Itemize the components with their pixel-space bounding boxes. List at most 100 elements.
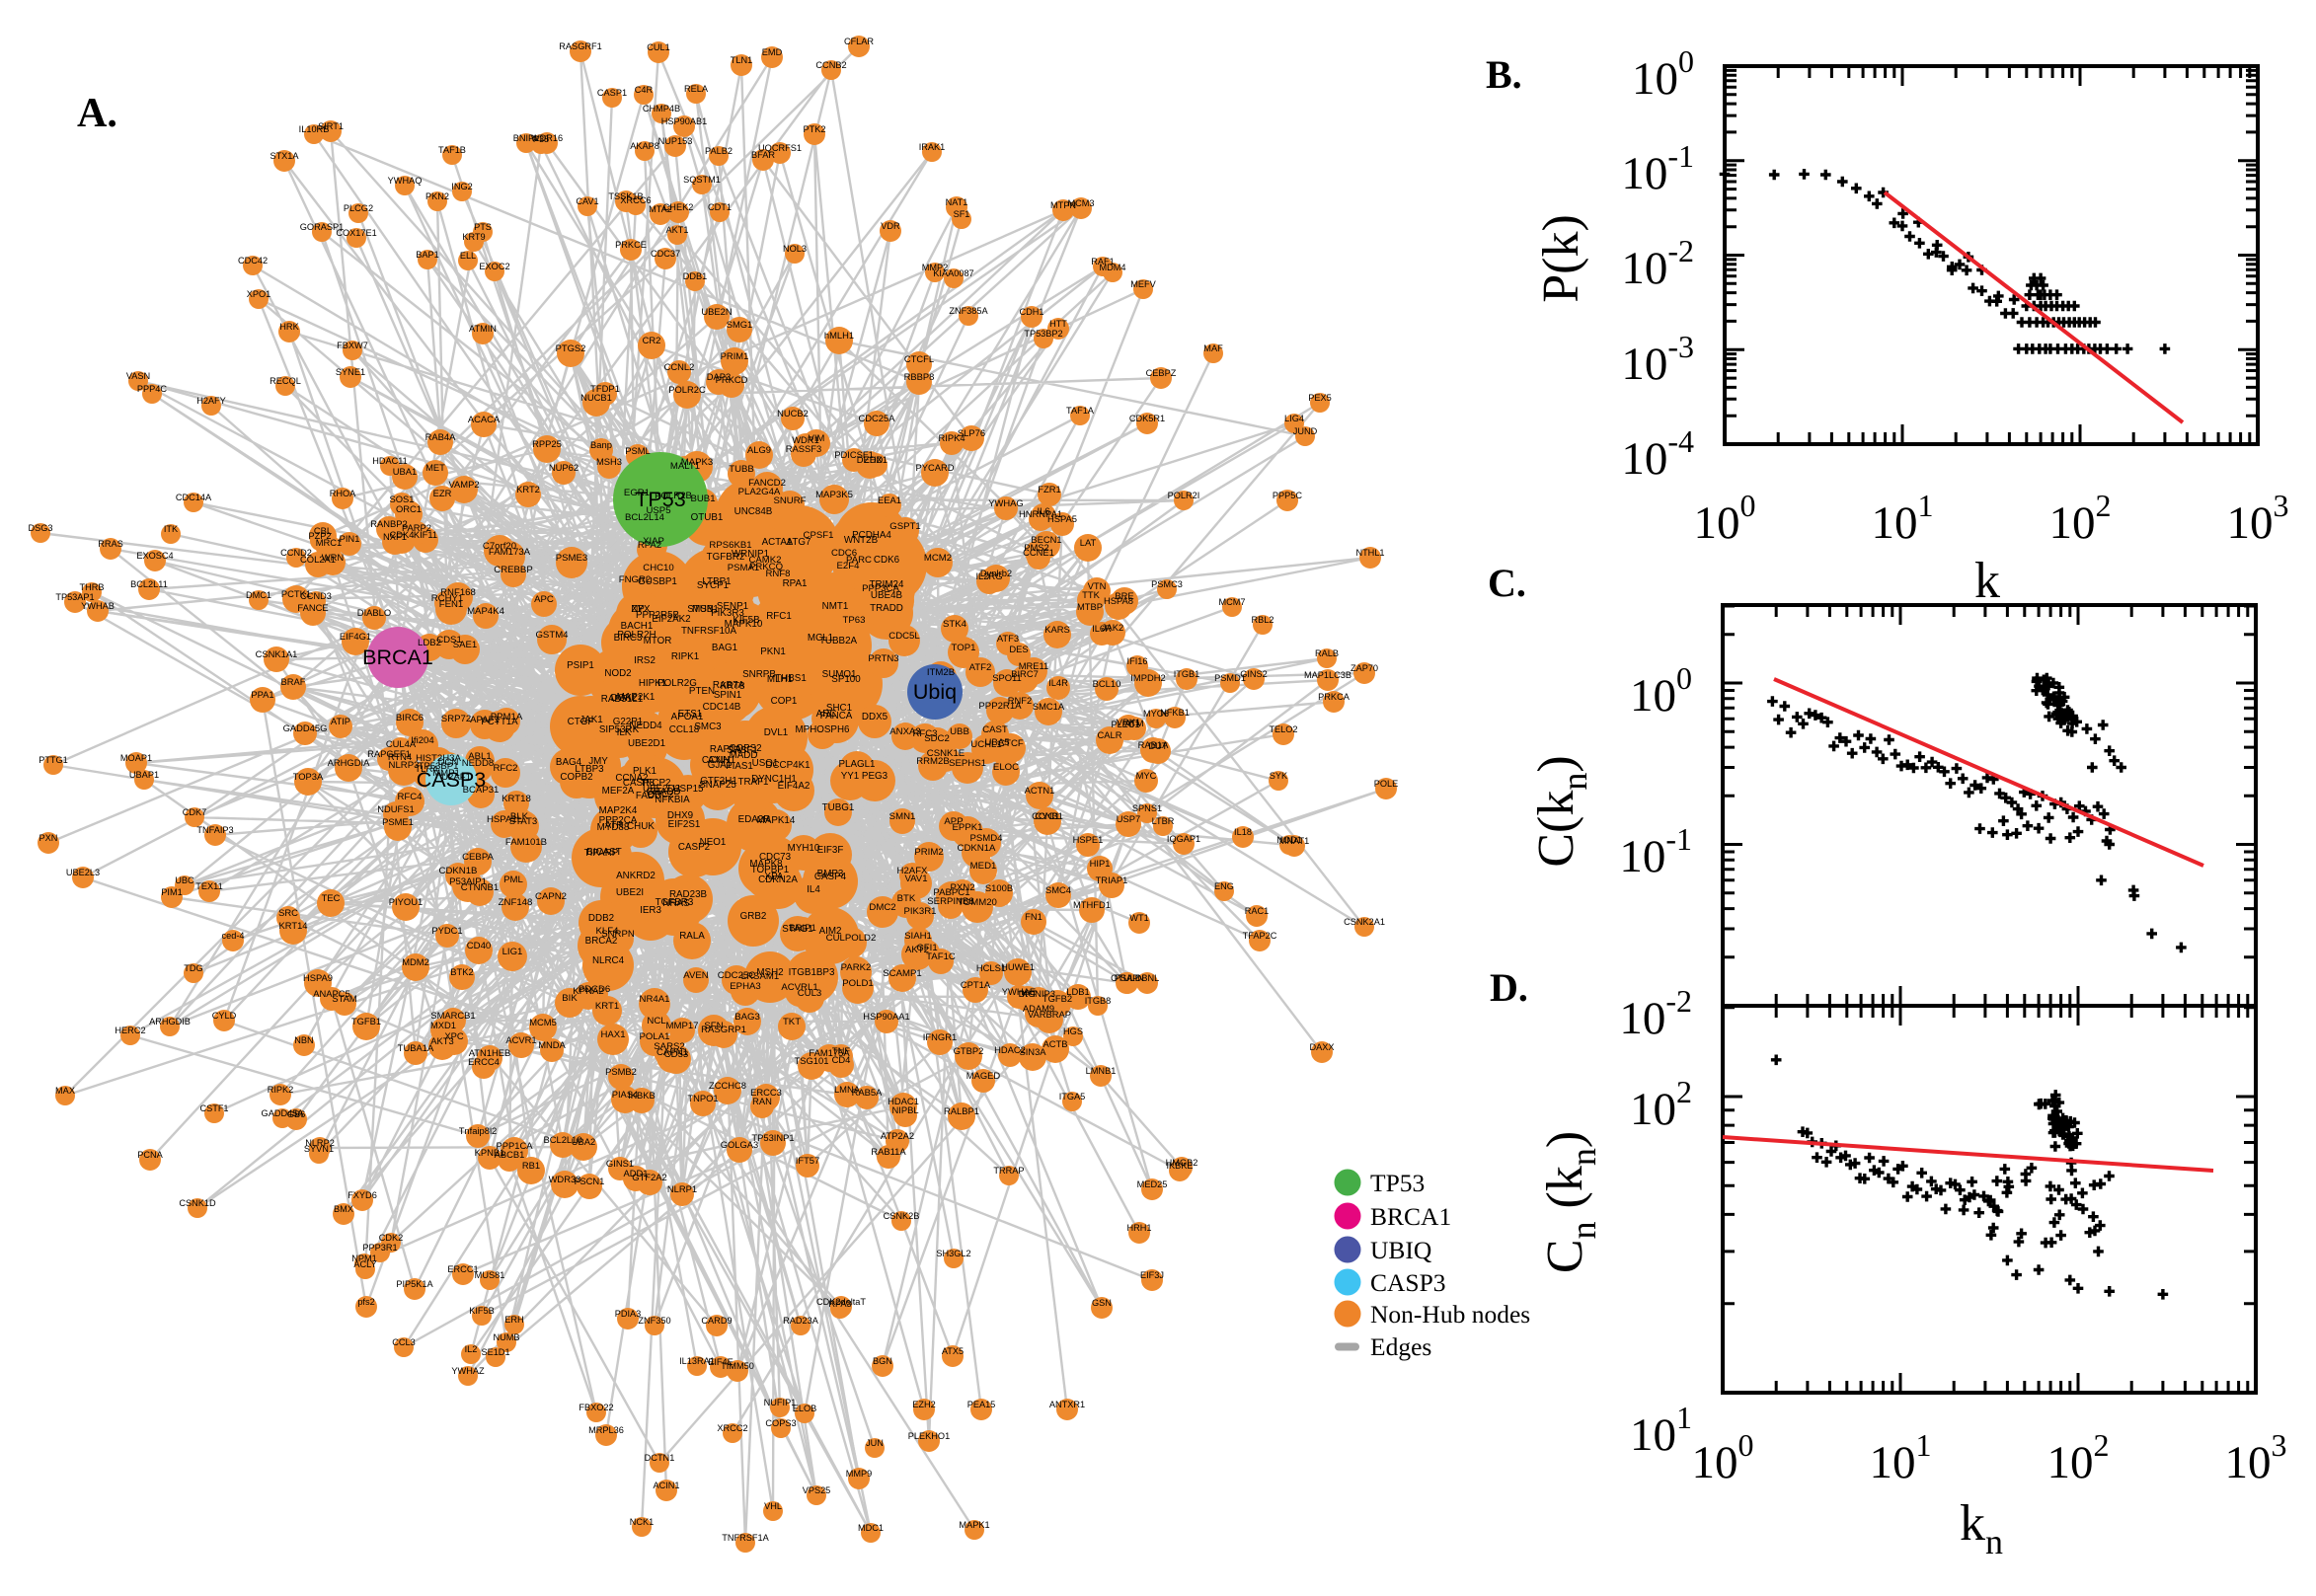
svg-text:POLR2G: POLR2G bbox=[657, 678, 697, 689]
svg-text:LTBP3: LTBP3 bbox=[575, 764, 604, 775]
svg-text:MDC1: MDC1 bbox=[858, 1523, 884, 1533]
svg-text:MCM3: MCM3 bbox=[1067, 198, 1094, 208]
svg-text:TIPARP: TIPARP bbox=[584, 848, 619, 859]
svg-text:WRN: WRN bbox=[322, 552, 344, 563]
svg-text:MTPN: MTPN bbox=[1050, 200, 1076, 210]
svg-text:CDC6: CDC6 bbox=[831, 548, 857, 559]
svg-text:EIF2S1: EIF2S1 bbox=[668, 819, 701, 830]
svg-text:CYLD: CYLD bbox=[212, 1011, 237, 1021]
svg-text:WDR16: WDR16 bbox=[531, 133, 563, 143]
svg-text:MUS81: MUS81 bbox=[475, 1270, 505, 1280]
svg-text:PRTN3: PRTN3 bbox=[868, 653, 898, 664]
svg-text:ZYX: ZYX bbox=[631, 604, 651, 615]
svg-text:CTCF: CTCF bbox=[998, 738, 1024, 749]
svg-text:MPHOSPH6: MPHOSPH6 bbox=[796, 724, 851, 735]
svg-text:BIK: BIK bbox=[562, 993, 578, 1004]
svg-text:POLE: POLE bbox=[1374, 779, 1399, 789]
svg-text:CDC25A: CDC25A bbox=[859, 413, 896, 423]
svg-text:IRAK1: IRAK1 bbox=[919, 142, 946, 152]
svg-text:CEBPZ: CEBPZ bbox=[1146, 368, 1177, 378]
svg-text:MXD1: MXD1 bbox=[430, 1020, 456, 1030]
svg-text:COPS3: COPS3 bbox=[765, 1418, 796, 1428]
svg-text:UBA5: UBA5 bbox=[984, 737, 1009, 748]
svg-text:KCNIP3: KCNIP3 bbox=[1022, 988, 1055, 999]
svg-text:STUB1: STUB1 bbox=[687, 604, 719, 615]
svg-text:SPIN1: SPIN1 bbox=[714, 690, 741, 701]
svg-text:HDAC2: HDAC2 bbox=[994, 1044, 1026, 1055]
svg-text:CCNB1: CCNB1 bbox=[1032, 810, 1063, 821]
svg-text:U2AF1: U2AF1 bbox=[441, 772, 471, 783]
svg-text:PARC: PARC bbox=[846, 555, 872, 566]
svg-text:PARP2: PARP2 bbox=[402, 522, 431, 533]
svg-text:CCL18: CCL18 bbox=[669, 724, 700, 735]
svg-text:APP: APP bbox=[944, 816, 963, 827]
svg-text:RELA: RELA bbox=[684, 84, 709, 94]
svg-text:kn: kn bbox=[1960, 1495, 2003, 1561]
svg-text:MAPK1: MAPK1 bbox=[959, 1520, 989, 1530]
svg-text:BFAR: BFAR bbox=[751, 150, 775, 160]
svg-text:PYCARD: PYCARD bbox=[915, 462, 954, 473]
svg-text:KPNA2: KPNA2 bbox=[573, 986, 603, 997]
svg-text:BIRC3: BIRC3 bbox=[614, 633, 643, 644]
svg-text:NUMB: NUMB bbox=[493, 1332, 519, 1342]
svg-text:Edges: Edges bbox=[1370, 1332, 1431, 1361]
svg-text:ITGA5: ITGA5 bbox=[1059, 1092, 1086, 1102]
svg-text:TNFAIP3: TNFAIP3 bbox=[196, 825, 233, 835]
svg-text:TP53AP1: TP53AP1 bbox=[55, 592, 94, 602]
svg-text:CAPN1: CAPN1 bbox=[656, 1047, 688, 1058]
svg-text:HIP1: HIP1 bbox=[1090, 858, 1111, 869]
svg-text:PSME1: PSME1 bbox=[382, 816, 414, 827]
svg-text:CDT1: CDT1 bbox=[708, 202, 732, 212]
svg-text:BUB1: BUB1 bbox=[690, 494, 715, 504]
svg-text:E2F4: E2F4 bbox=[837, 561, 861, 571]
svg-text:MTOR: MTOR bbox=[644, 636, 672, 646]
svg-text:TLR4: TLR4 bbox=[415, 764, 438, 775]
svg-text:CDC73: CDC73 bbox=[759, 852, 792, 863]
svg-text:PPP3R1: PPP3R1 bbox=[362, 1243, 397, 1253]
svg-text:HDAC1: HDAC1 bbox=[888, 1096, 919, 1106]
svg-text:LAT: LAT bbox=[1080, 537, 1097, 548]
svg-text:PRKCA: PRKCA bbox=[1318, 692, 1351, 702]
svg-text:AIM2: AIM2 bbox=[819, 926, 842, 937]
svg-text:ANAPC5: ANAPC5 bbox=[313, 988, 350, 999]
svg-text:ETS1: ETS1 bbox=[678, 709, 703, 720]
svg-text:SF1: SF1 bbox=[954, 209, 970, 219]
svg-text:MAP1LC3B: MAP1LC3B bbox=[1304, 670, 1351, 680]
svg-text:MEFV: MEFV bbox=[1130, 279, 1156, 289]
svg-text:PEX5: PEX5 bbox=[1308, 393, 1332, 403]
svg-text:S100B: S100B bbox=[985, 882, 1013, 893]
svg-text:IL4: IL4 bbox=[807, 884, 820, 895]
svg-text:DAP3: DAP3 bbox=[707, 371, 732, 382]
svg-text:UQCRFS1: UQCRFS1 bbox=[758, 143, 802, 153]
svg-text:RASSF3: RASSF3 bbox=[786, 443, 821, 454]
svg-text:JUN: JUN bbox=[866, 1438, 884, 1448]
svg-text:CCNB2: CCNB2 bbox=[815, 60, 846, 70]
svg-text:CDK5R1: CDK5R1 bbox=[1129, 414, 1165, 423]
svg-text:MCM5: MCM5 bbox=[529, 1017, 557, 1027]
svg-text:VPS25: VPS25 bbox=[803, 1485, 831, 1495]
svg-text:NCL: NCL bbox=[647, 1016, 666, 1026]
svg-text:VARBRAP: VARBRAP bbox=[1028, 1009, 1071, 1020]
svg-text:PPP2R1A: PPP2R1A bbox=[978, 701, 1022, 712]
svg-text:IL6R: IL6R bbox=[1092, 623, 1112, 634]
svg-text:TP53BP1: TP53BP1 bbox=[418, 761, 458, 772]
svg-text:RPP25: RPP25 bbox=[532, 438, 562, 449]
svg-text:UBE2N: UBE2N bbox=[701, 306, 732, 317]
svg-text:BRCA1: BRCA1 bbox=[1370, 1202, 1451, 1231]
svg-text:EIF2AK2: EIF2AK2 bbox=[652, 614, 690, 625]
svg-text:ARC: ARC bbox=[816, 709, 837, 720]
svg-text:SDC2: SDC2 bbox=[924, 733, 950, 744]
svg-text:EGR1: EGR1 bbox=[624, 488, 650, 498]
svg-text:DCTN1: DCTN1 bbox=[645, 1453, 675, 1463]
svg-text:ACTA1: ACTA1 bbox=[762, 537, 793, 548]
svg-text:MCM7: MCM7 bbox=[1218, 597, 1245, 607]
svg-text:WRNIP1: WRNIP1 bbox=[732, 549, 769, 560]
svg-text:NR4A1: NR4A1 bbox=[640, 994, 670, 1005]
svg-text:KPNB1: KPNB1 bbox=[475, 1147, 505, 1158]
svg-text:TOPBP1: TOPBP1 bbox=[751, 865, 789, 875]
svg-text:IFNGR1: IFNGR1 bbox=[923, 1031, 957, 1042]
svg-text:P53AIP1: P53AIP1 bbox=[449, 876, 487, 887]
svg-text:MAF: MAF bbox=[1203, 343, 1223, 353]
svg-text:BAG3: BAG3 bbox=[734, 1012, 760, 1023]
svg-text:ATMIN: ATMIN bbox=[469, 324, 497, 334]
